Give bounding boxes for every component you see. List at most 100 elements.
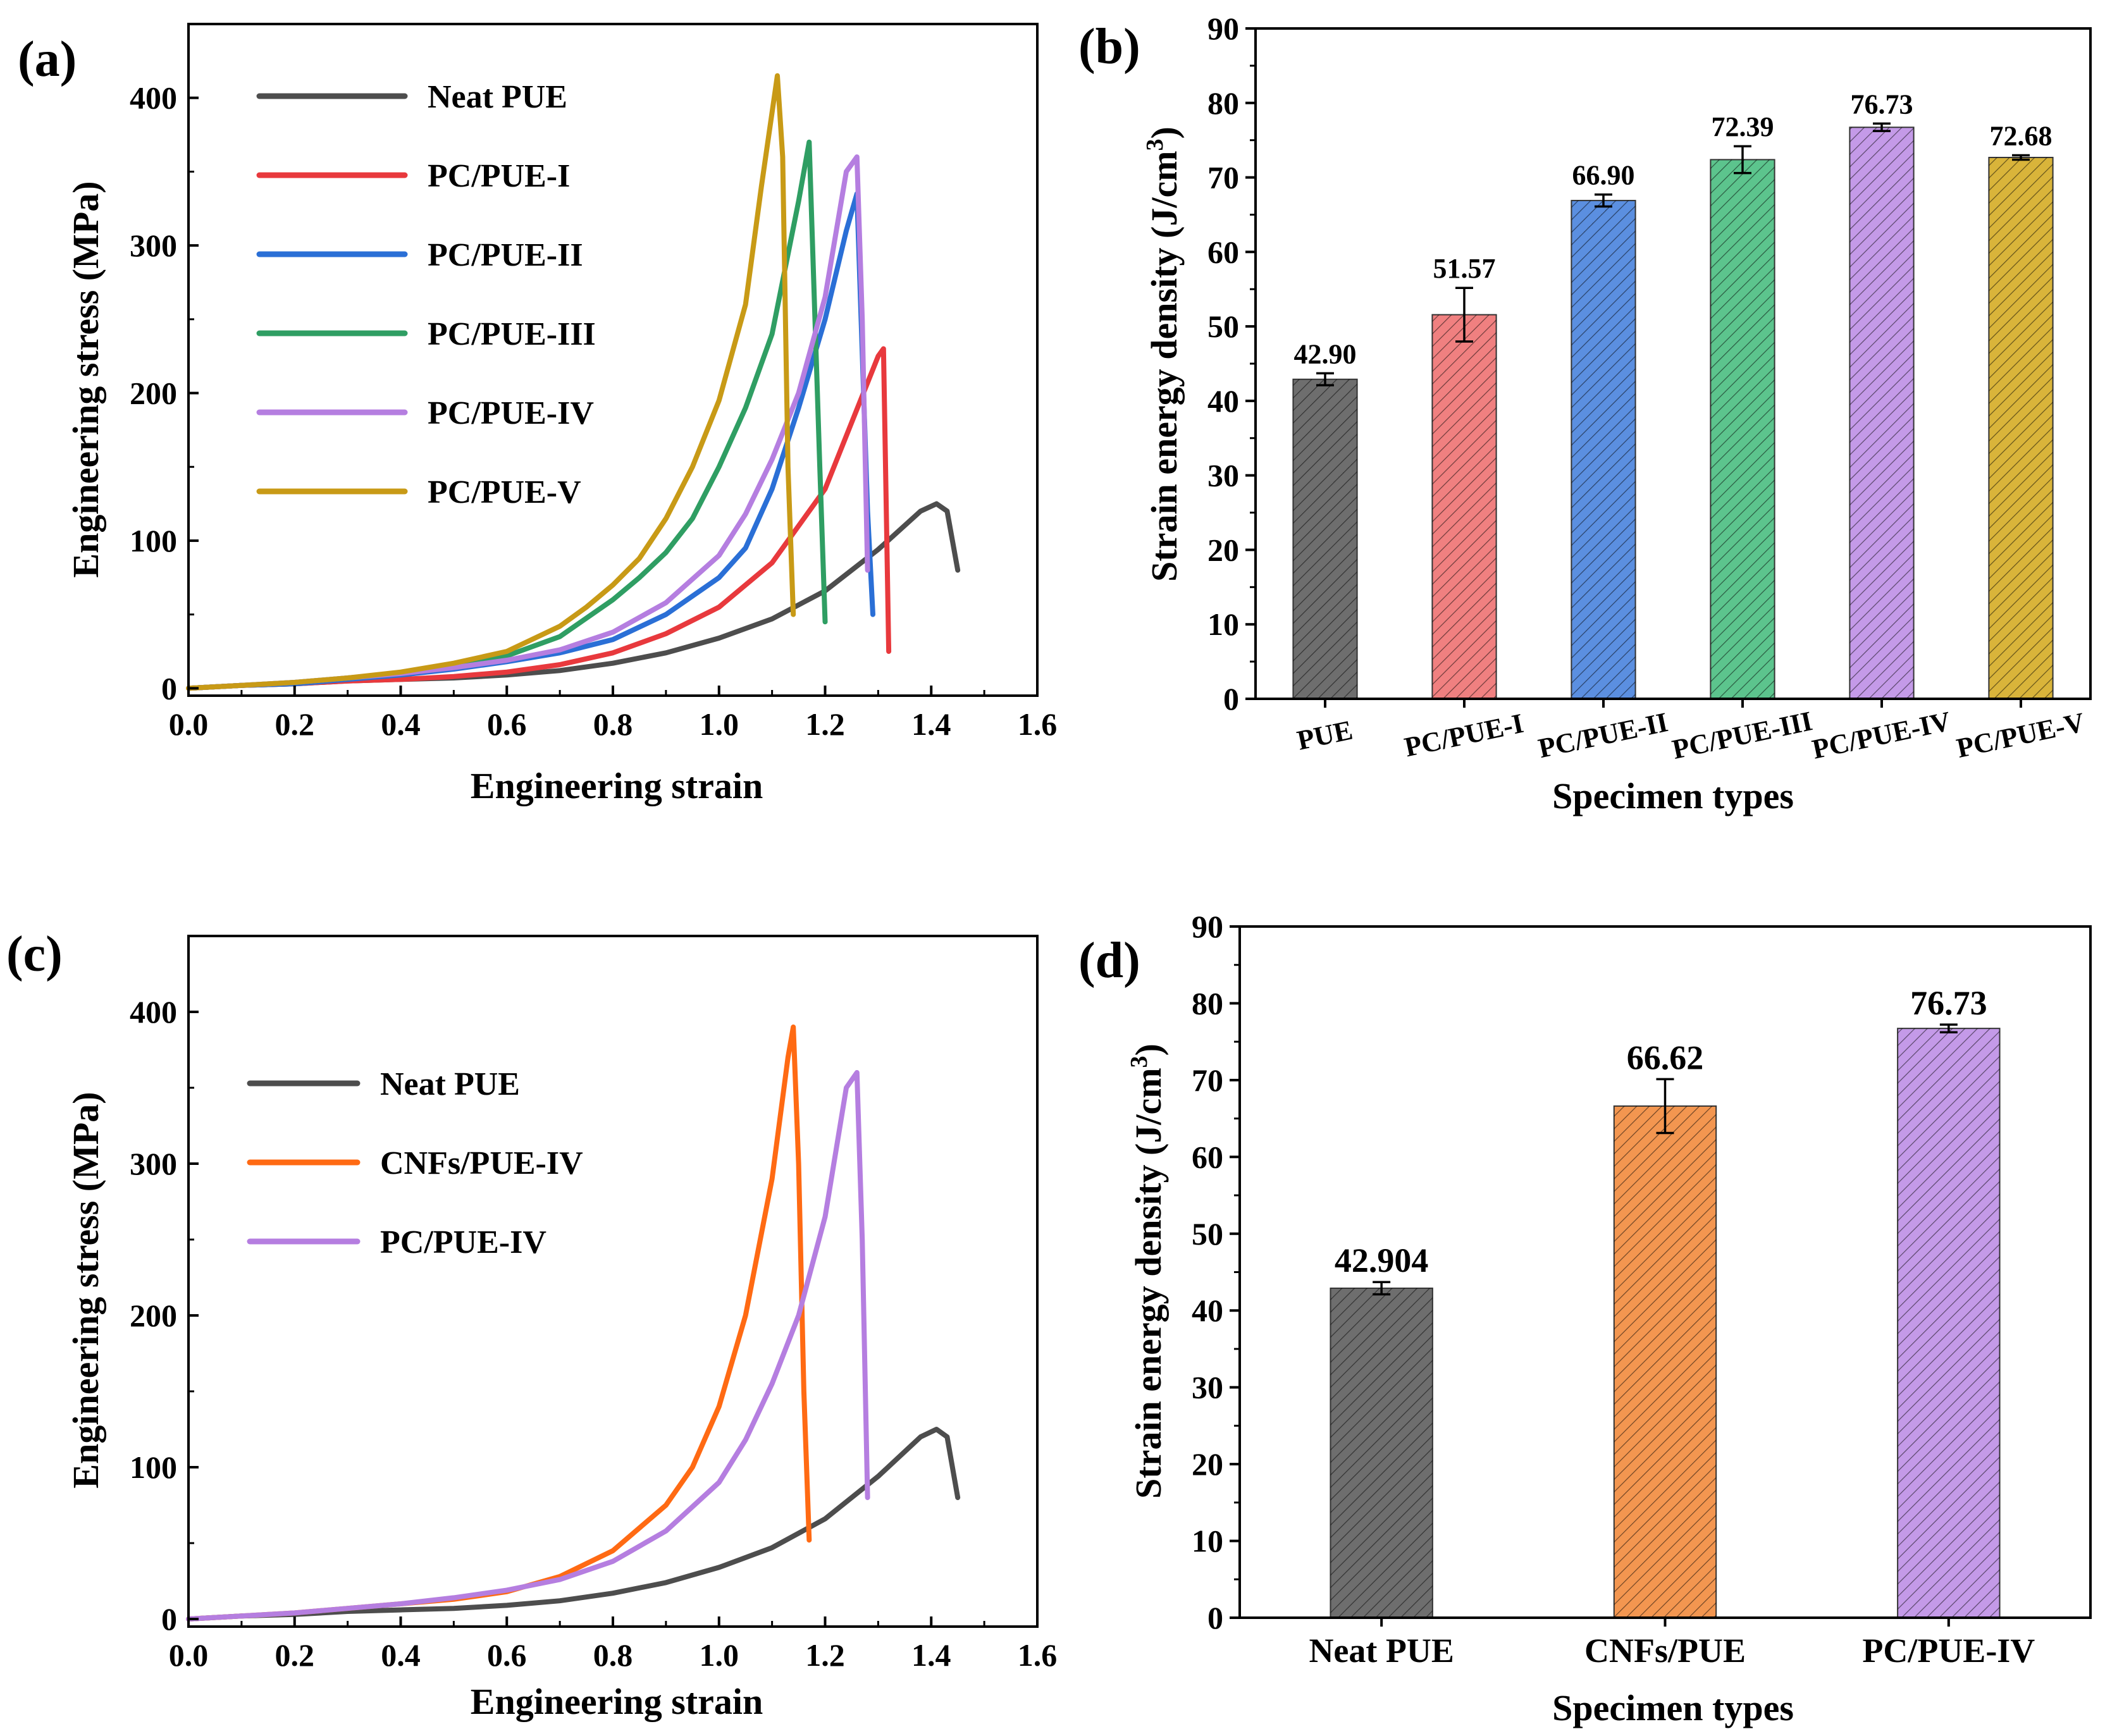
panel-d-bar-hatch-1 — [1614, 1105, 1717, 1618]
panel-b-value-label-2: 66.90 — [1572, 160, 1635, 191]
panel-a-legend-label-1: PC/PUE-I — [428, 158, 570, 194]
panel-b-y-tick-label: 0 — [1223, 681, 1239, 717]
panel-a-line-chart: (a) Engineering strain Engineering stres… — [18, 23, 1058, 806]
panel-d-y-tick-label: 90 — [1192, 909, 1223, 944]
panel-c-series-line-0 — [186, 1427, 961, 1622]
panel-b-y-tick-label: 90 — [1207, 11, 1239, 46]
panel-d-y-tick-label: 0 — [1207, 1600, 1223, 1635]
panel-b-y-tick-label: 30 — [1207, 458, 1239, 493]
panel-c-x-tick-label: 1.6 — [1018, 1637, 1058, 1673]
panel-d-category-label-1: CNFs/PUE — [1584, 1632, 1746, 1670]
panel-b-y-axis-title-close: ) — [1144, 126, 1185, 139]
panel-b-bar-hatch-0 — [1293, 379, 1357, 699]
panel-d-y-tick-label: 10 — [1192, 1524, 1223, 1559]
panel-a-x-tick-label: 1.4 — [911, 706, 951, 742]
panel-d-y-tick-label: 60 — [1192, 1139, 1223, 1174]
panel-c-y-tick-label: 300 — [130, 1146, 177, 1181]
panel-b-bar-hatch-2 — [1571, 200, 1636, 699]
panel-a-x-tick-label: 0.6 — [487, 706, 527, 742]
panel-a-legend-label-5: PC/PUE-V — [428, 474, 581, 510]
panel-b-y-tick-label: 20 — [1207, 532, 1239, 567]
panel-c-series-line-2 — [186, 1070, 870, 1622]
panel-d-y-tick-label: 50 — [1192, 1216, 1223, 1252]
panel-a-x-tick-label: 0.4 — [381, 706, 421, 742]
panel-d-value-label-1: 66.62 — [1627, 1038, 1704, 1076]
panel-d-y-axis-title-main: Strain energy density (J/cm — [1128, 1068, 1169, 1498]
panel-a-legend-label-0: Neat PUE — [428, 79, 567, 115]
panel-b-y-axis-title: Strain energy density (J/cm3) — [1142, 126, 1185, 582]
panel-b-y-axis-title-sup: 3 — [1142, 139, 1168, 151]
panel-c-legend-label-1: CNFs/PUE-IV — [380, 1145, 583, 1181]
panel-c-x-tick-label: 0.0 — [169, 1637, 209, 1673]
panel-a-legend-label-2: PC/PUE-II — [428, 237, 583, 273]
panel-a-x-tick-label: 0.0 — [169, 706, 209, 742]
panel-d-y-tick-label: 30 — [1192, 1370, 1223, 1405]
panel-d-category-label-0: Neat PUE — [1309, 1632, 1454, 1670]
panel-b-letter: (b) — [1078, 19, 1140, 75]
panel-c-frame — [187, 935, 1039, 1628]
panel-a-y-tick-label: 400 — [130, 80, 177, 116]
panel-a-x-tick-label: 0.2 — [275, 706, 315, 742]
panel-b-value-label-0: 42.90 — [1294, 338, 1357, 369]
panel-a-x-axis-title: Engineering strain — [471, 765, 763, 806]
panel-b-y-tick-label: 40 — [1207, 383, 1239, 419]
panel-d-bar-chart: (d) Specimen types Strain energy density… — [1078, 909, 2092, 1728]
panel-d-value-label-2: 76.73 — [1910, 984, 1987, 1022]
panel-c-legend-label-0: Neat PUE — [380, 1066, 520, 1102]
panel-c-y-tick-label: 200 — [130, 1298, 177, 1333]
panel-a-y-tick-label: 300 — [130, 228, 177, 263]
panel-b-category-label-5: PC/PUE-V — [1954, 706, 2087, 764]
panel-a-x-tick-label: 1.2 — [805, 706, 845, 742]
panel-d-category-label-2: PC/PUE-IV — [1862, 1632, 2035, 1670]
panel-a-y-axis-title: Engineering stress (MPa) — [65, 181, 106, 577]
panel-c-x-tick-label: 0.4 — [381, 1637, 421, 1673]
panel-c-x-tick-label: 1.0 — [700, 1637, 739, 1673]
panel-d-bar-hatch-2 — [1898, 1028, 2000, 1618]
panel-b-value-label-4: 76.73 — [1851, 89, 1913, 120]
panel-d-y-axis-title-close: ) — [1128, 1043, 1169, 1056]
panel-b-value-label-5: 72.68 — [1990, 120, 2053, 151]
panel-d-y-axis-title-sup: 3 — [1126, 1056, 1152, 1068]
panel-c-x-tick-label: 0.6 — [487, 1637, 527, 1673]
panel-b-bar-hatch-4 — [1849, 127, 1914, 699]
panel-c-series-line-1 — [186, 1025, 812, 1622]
panel-c-line-chart: (c) Engineering strain Engineering stres… — [6, 926, 1057, 1722]
panel-a-letter: (a) — [18, 32, 77, 87]
panel-c-x-tick-label: 0.8 — [593, 1637, 633, 1673]
panel-b-category-label-4: PC/PUE-IV — [1810, 705, 1954, 765]
panel-b-y-tick-label: 10 — [1207, 606, 1239, 642]
panel-a-frame — [187, 23, 1039, 697]
panel-d-x-axis-title: Specimen types — [1552, 1687, 1794, 1728]
panel-d-y-axis-title: Strain energy density (J/cm3) — [1126, 1043, 1169, 1499]
panel-b-frame — [1254, 27, 2092, 700]
panel-b-y-tick-label: 70 — [1207, 160, 1239, 195]
panel-a-x-tick-label: 1.6 — [1018, 706, 1058, 742]
panel-d-y-tick-label: 80 — [1192, 985, 1223, 1021]
panel-b-category-label-0: PUE — [1294, 714, 1355, 756]
panel-b-category-label-1: PC/PUE-I — [1402, 708, 1526, 763]
panel-a-series-line-5 — [186, 73, 796, 691]
panel-b-y-tick-label: 60 — [1207, 234, 1239, 269]
panel-b-category-label-2: PC/PUE-II — [1536, 706, 1670, 764]
panel-c-y-tick-label: 100 — [130, 1450, 177, 1485]
panel-c-letter: (c) — [6, 926, 63, 982]
panel-d-y-tick-label: 20 — [1192, 1446, 1223, 1482]
panel-d-value-label-0: 42.904 — [1335, 1241, 1429, 1279]
panel-c-x-axis-title: Engineering strain — [471, 1681, 763, 1722]
panel-b-y-tick-label: 50 — [1207, 309, 1239, 344]
panel-a-y-tick-label: 0 — [161, 670, 177, 706]
panel-a-y-tick-label: 200 — [130, 376, 177, 411]
panel-c-legend-label-2: PC/PUE-IV — [380, 1224, 546, 1260]
panel-d-letter: (d) — [1078, 933, 1140, 988]
panel-a-legend-label-4: PC/PUE-IV — [428, 395, 594, 431]
panel-b-y-axis-title-main: Strain energy density (J/cm — [1144, 151, 1185, 581]
panel-a-y-tick-label: 100 — [130, 523, 177, 558]
panel-b-value-label-1: 51.57 — [1433, 253, 1496, 284]
panel-c-y-axis-title: Engineering stress (MPa) — [65, 1092, 106, 1488]
panel-d-y-tick-label: 40 — [1192, 1293, 1223, 1328]
panel-a-legend-label-3: PC/PUE-III — [428, 316, 596, 352]
panel-d-y-tick-label: 70 — [1192, 1062, 1223, 1098]
panel-a-x-tick-label: 1.0 — [700, 706, 739, 742]
panel-b-bar-hatch-5 — [1989, 157, 2053, 699]
panel-a-x-tick-label: 0.8 — [593, 706, 633, 742]
